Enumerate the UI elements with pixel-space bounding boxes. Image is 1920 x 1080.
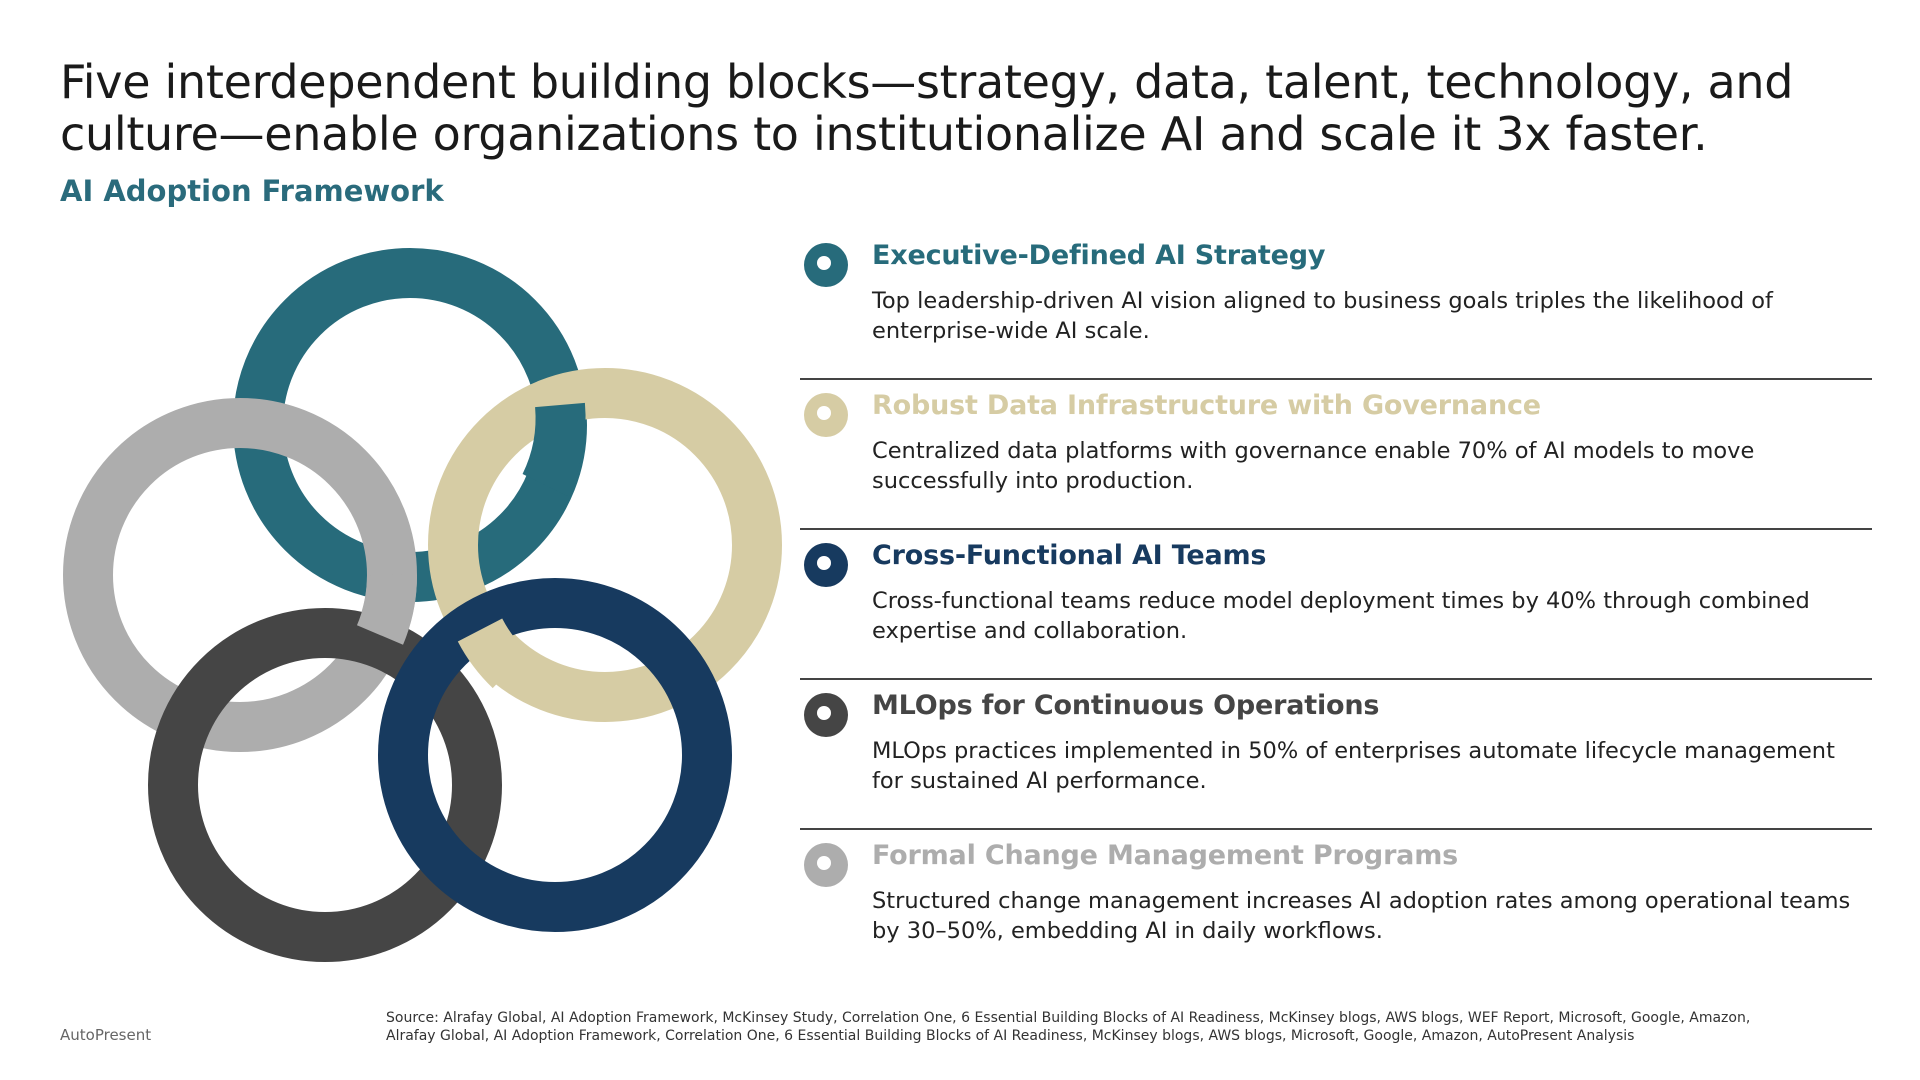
ring-data-overlap (457, 617, 528, 689)
interlocking-rings-graphic (63, 248, 782, 962)
circle-bullet-icon (804, 543, 848, 587)
page-title: Five interdependent building blocks—stra… (60, 55, 1794, 161)
ring-talent (378, 578, 732, 932)
ring-culture-overlap (356, 574, 417, 645)
list-item: Executive-Defined AI Strategy Top leader… (800, 230, 1872, 380)
circle-bullet-icon (804, 843, 848, 887)
item-title: Robust Data Infrastructure with Governan… (872, 390, 1541, 421)
ring-data (428, 368, 782, 722)
building-blocks-list: Executive-Defined AI Strategy Top leader… (800, 230, 1872, 980)
item-description: Cross-functional teams reduce model depl… (872, 588, 1810, 644)
item-description: MLOps practices implemented in 50% of en… (872, 738, 1835, 794)
circle-bullet-icon (804, 693, 848, 737)
page-subtitle: AI Adoption Framework (60, 174, 444, 208)
list-item: MLOps for Continuous Operations MLOps pr… (800, 680, 1872, 830)
list-item: Robust Data Infrastructure with Governan… (800, 380, 1872, 530)
item-description: Structured change management increases A… (872, 888, 1851, 944)
ring-strategy-overlap (522, 402, 586, 497)
item-title: MLOps for Continuous Operations (872, 690, 1380, 721)
circle-bullet-icon (804, 243, 848, 287)
list-item: Formal Change Management Programs Struct… (800, 830, 1872, 980)
footer-source: Source: Alrafay Global, AI Adoption Fram… (386, 1009, 1886, 1045)
item-title: Executive-Defined AI Strategy (872, 240, 1326, 271)
item-title: Cross-Functional AI Teams (872, 540, 1267, 571)
footer-brand: AutoPresent (60, 1026, 152, 1044)
circle-bullet-icon (804, 393, 848, 437)
item-description: Centralized data platforms with governan… (872, 438, 1755, 494)
item-description: Top leadership-driven AI vision aligned … (872, 288, 1773, 344)
list-item: Cross-Functional AI Teams Cross-function… (800, 530, 1872, 680)
ring-technology (148, 608, 502, 962)
source-line-2: Alrafay Global, AI Adoption Framework, C… (386, 1028, 1635, 1044)
item-title: Formal Change Management Programs (872, 840, 1459, 871)
source-line-1: Source: Alrafay Global, AI Adoption Fram… (386, 1010, 1751, 1026)
